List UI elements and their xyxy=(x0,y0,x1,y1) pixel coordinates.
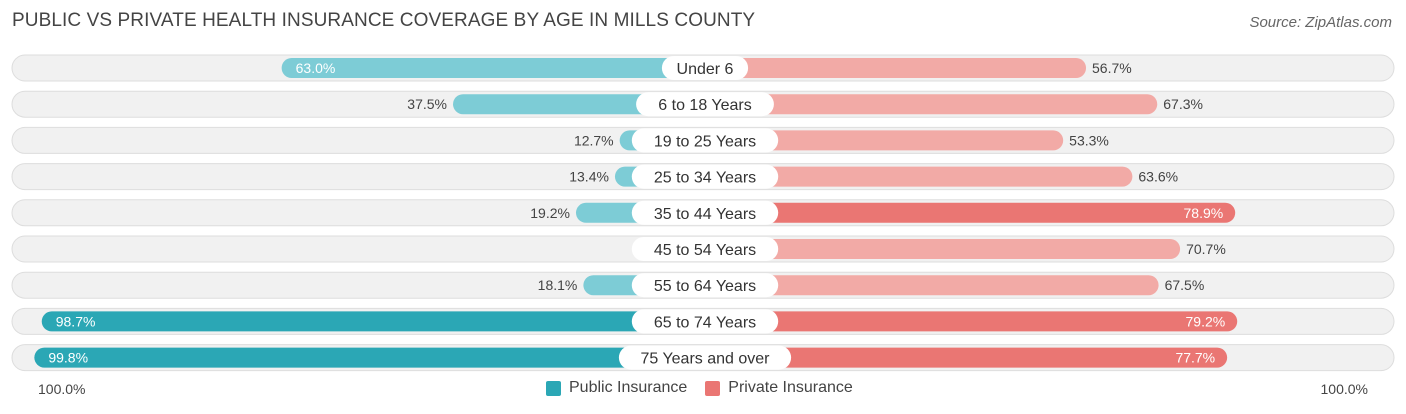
axis-right-label: 100.0% xyxy=(1320,381,1368,397)
public-value-label: 98.7% xyxy=(56,313,96,329)
private-bar xyxy=(705,311,1238,332)
public-value-label: 37.5% xyxy=(407,96,447,112)
legend-label-public: Public Insurance xyxy=(569,379,688,396)
private-bar xyxy=(705,130,1064,151)
private-value-label: 79.2% xyxy=(1186,313,1226,329)
private-value-label: 56.7% xyxy=(1092,60,1132,76)
legend-swatch-public xyxy=(546,380,561,396)
public-value-label: 13.4% xyxy=(569,169,609,185)
category-pill xyxy=(631,237,779,261)
legend: Public Insurance Private Insurance xyxy=(546,379,871,397)
category-label: 25 to 34 Years xyxy=(654,170,756,187)
private-value-label: 67.5% xyxy=(1165,277,1205,293)
public-value-label: 12.7% xyxy=(574,132,614,148)
private-value-label: 70.7% xyxy=(1186,241,1226,257)
category-label: 55 to 64 Years xyxy=(654,278,756,295)
public-value-label: 99.8% xyxy=(48,350,88,366)
category-pill xyxy=(636,92,774,117)
legend-label-private: Private Insurance xyxy=(728,379,853,396)
private-bar xyxy=(705,347,1228,368)
legend-item-public: Public Insurance xyxy=(546,379,687,397)
private-bar xyxy=(705,94,1158,115)
category-label: 45 to 54 Years xyxy=(654,242,756,259)
private-bar xyxy=(705,166,1133,187)
private-value-label: 53.3% xyxy=(1069,132,1109,148)
category-pill xyxy=(618,345,792,370)
public-bar xyxy=(34,347,706,368)
private-value-label: 77.7% xyxy=(1175,350,1215,366)
chart-title: PUBLIC VS PRIVATE HEALTH INSURANCE COVER… xyxy=(12,10,756,31)
private-value-label: 67.3% xyxy=(1163,96,1203,112)
category-pill xyxy=(631,200,779,225)
private-bar xyxy=(705,239,1181,259)
legend-item-private: Private Insurance xyxy=(705,379,853,397)
private-bar xyxy=(705,202,1236,223)
category-label: 6 to 18 Years xyxy=(658,97,751,114)
category-label: 35 to 44 Years xyxy=(654,206,756,223)
axis-left-label: 100.0% xyxy=(38,381,86,397)
category-pill xyxy=(631,128,779,153)
private-value-label: 63.6% xyxy=(1138,169,1178,185)
public-bar xyxy=(281,58,705,78)
public-bar xyxy=(41,311,705,332)
category-label: Under 6 xyxy=(677,61,734,78)
source-credit: Source: ZipAtlas.com xyxy=(1249,14,1392,31)
category-pill xyxy=(631,164,779,189)
category-label: 65 to 74 Years xyxy=(654,314,756,331)
category-pill xyxy=(661,56,749,80)
private-bar xyxy=(705,58,1087,78)
legend-swatch-private xyxy=(705,380,721,396)
category-pill xyxy=(631,309,779,334)
category-pill xyxy=(631,273,779,298)
private-bar xyxy=(705,275,1159,296)
category-label: 19 to 25 Years xyxy=(654,133,756,150)
public-value-label: 63.0% xyxy=(296,60,336,76)
public-value-label: 19.2% xyxy=(530,205,570,221)
category-label: 75 Years and over xyxy=(641,351,771,368)
private-value-label: 78.9% xyxy=(1184,205,1224,221)
public-value-label: 18.1% xyxy=(538,277,578,293)
